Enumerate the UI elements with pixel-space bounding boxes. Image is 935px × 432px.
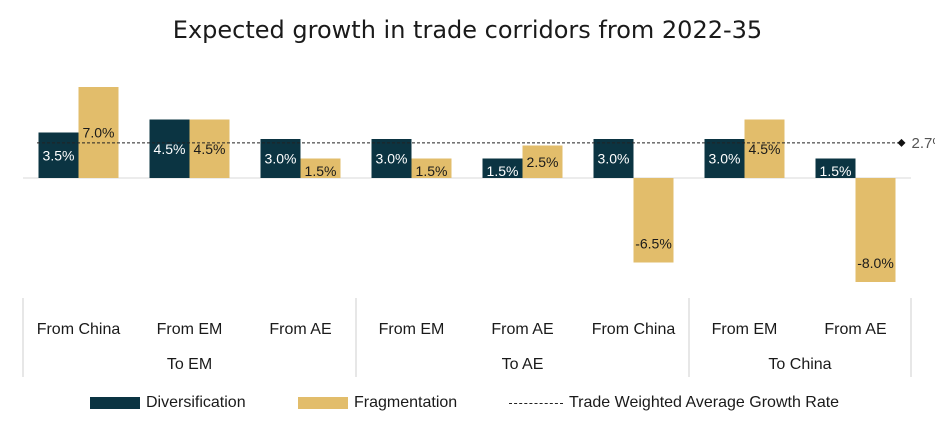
bar-fragmentation-7 — [855, 178, 896, 282]
data-label-fragmentation-0: 7.0% — [83, 125, 115, 141]
data-label-diversification-4: 1.5% — [487, 163, 519, 179]
legend-swatch-fragmentation — [298, 397, 348, 409]
legend-label-fragmentation: Fragmentation — [354, 394, 458, 411]
data-label-diversification-3: 3.0% — [376, 151, 408, 167]
tick-label-0: From China — [37, 321, 121, 338]
group-label-1: To AE — [502, 356, 544, 373]
data-label-fragmentation-3: 1.5% — [416, 163, 448, 179]
bar-fragmentation-4 — [522, 145, 563, 178]
data-label-fragmentation-7: -8.0% — [857, 255, 894, 271]
bar-fragmentation-6 — [744, 119, 785, 178]
bar-fragmentation-0 — [78, 87, 119, 178]
bar-chart: 3.5% 7.0% 4.5% 4.5% 3.0% 1.5% 3.0% 1.5% 1.5% 2.5%… — [22, 87, 935, 377]
reference-line-label: 2.7% — [912, 135, 935, 152]
legend-swatch-diversification — [90, 397, 140, 409]
tick-label-7: From AE — [824, 321, 886, 338]
bar-diversification-7 — [815, 158, 856, 178]
data-label-fragmentation-4: 2.5% — [527, 154, 559, 170]
data-label-diversification-2: 3.0% — [265, 151, 297, 167]
group-label-0: To EM — [167, 356, 212, 373]
data-label-fragmentation-5: -6.5% — [635, 236, 672, 252]
legend-item-reference-line: Trade Weighted Average Growth Rate — [509, 392, 839, 414]
tick-label-5: From China — [592, 321, 676, 338]
tick-label-1: From EM — [157, 321, 223, 338]
bar-diversification-5 — [593, 139, 634, 178]
tick-label-2: From AE — [269, 321, 331, 338]
bar-diversification-0 — [38, 132, 79, 178]
data-label-diversification-7: 1.5% — [820, 163, 852, 179]
tick-label-4: From AE — [491, 321, 553, 338]
legend-dash-reference-line — [509, 402, 563, 404]
data-label-diversification-5: 3.0% — [598, 151, 630, 167]
data-label-diversification-1: 4.5% — [154, 141, 186, 157]
data-label-fragmentation-2: 1.5% — [305, 163, 337, 179]
bar-fragmentation-3 — [411, 158, 452, 178]
bar-diversification-1 — [149, 119, 190, 178]
group-label-2: To China — [768, 356, 831, 373]
bar-fragmentation-2 — [300, 158, 341, 178]
bar-diversification-3 — [371, 139, 412, 178]
chart-title: Expected growth in trade corridors from … — [172, 16, 763, 44]
legend-item-diversification: Diversification — [90, 392, 246, 414]
legend-label-diversification: Diversification — [146, 394, 246, 411]
legend-item-fragmentation: Fragmentation — [298, 392, 457, 414]
legend-label-reference-line: Trade Weighted Average Growth Rate — [569, 394, 840, 411]
legend: Diversification Fragmentation Trade Weig… — [0, 392, 935, 414]
bar-diversification-6 — [704, 139, 745, 178]
bar-diversification-2 — [260, 139, 301, 178]
tick-label-3: From EM — [379, 321, 445, 338]
tick-label-6: From EM — [712, 321, 778, 338]
reference-line-marker — [897, 138, 906, 147]
data-label-diversification-6: 3.0% — [709, 151, 741, 167]
bar-fragmentation-1 — [189, 119, 230, 178]
bar-diversification-4 — [482, 158, 523, 178]
data-label-fragmentation-1: 4.5% — [194, 141, 226, 157]
data-label-diversification-0: 3.5% — [43, 147, 75, 163]
bar-fragmentation-5 — [633, 178, 674, 263]
data-label-fragmentation-6: 4.5% — [749, 141, 781, 157]
